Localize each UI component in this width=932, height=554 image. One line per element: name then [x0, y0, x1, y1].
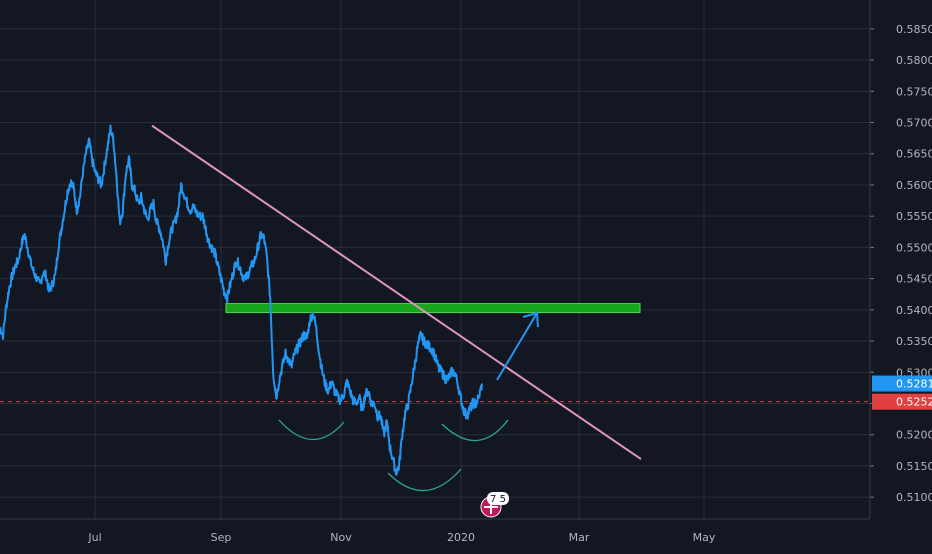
level-price-badge-bg [872, 393, 932, 410]
level-price-badge-text: 0.52529 [896, 396, 932, 409]
left-shoulder-arc [278, 419, 345, 441]
drawings-front [151, 124, 642, 492]
idea-count-bg [487, 492, 509, 505]
badges: 0.52819 0.52529 7 5 [480, 375, 932, 518]
last-price-badge-bg [872, 375, 932, 392]
x-tick-label: Jul [87, 531, 101, 544]
head-arc [387, 468, 462, 492]
price-series [0, 124, 483, 476]
drawings-back [0, 303, 870, 403]
resistance-zone [225, 303, 641, 314]
x-tick-label: May [693, 531, 716, 544]
right-shoulder-arc [441, 419, 509, 442]
x-tick-label: Sep [211, 531, 232, 544]
arrow-head [522, 311, 539, 328]
arrow-shaft [496, 312, 538, 381]
idea-count: 7 5 [490, 494, 506, 505]
price-line [0, 124, 483, 476]
x-tick-label: Nov [330, 531, 352, 544]
x-tick-label: 2020 [447, 531, 475, 544]
descending-trendline [151, 124, 642, 460]
x-tick-label: Mar [569, 531, 590, 544]
last-price-badge-text: 0.52819 [896, 378, 932, 391]
